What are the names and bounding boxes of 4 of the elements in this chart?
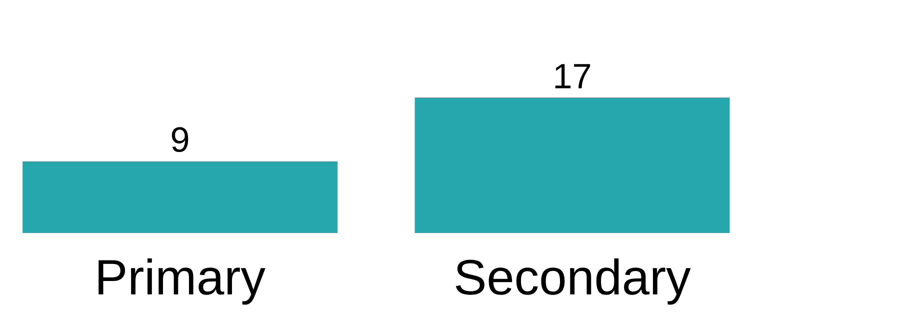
x-tick-label: Primary — [98, 258, 266, 305]
data-label: 17 — [555, 64, 590, 88]
data-label: 9 — [172, 127, 188, 152]
x-tick-label: Secondary — [456, 258, 691, 305]
